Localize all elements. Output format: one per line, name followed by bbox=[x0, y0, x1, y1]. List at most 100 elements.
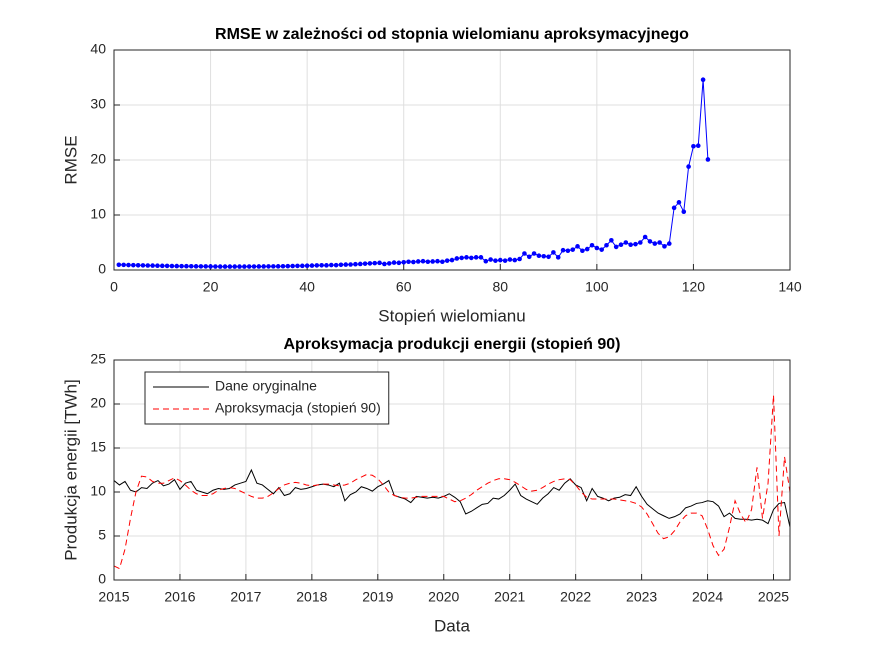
x-tick-label: 20 bbox=[203, 279, 219, 295]
data-point bbox=[628, 242, 633, 247]
data-point bbox=[517, 256, 522, 262]
data-line bbox=[114, 468, 790, 528]
data-point bbox=[382, 261, 387, 267]
y-axis-label: Produkcja energii [TWh] bbox=[61, 379, 80, 560]
data-point bbox=[353, 261, 358, 267]
chart-title: Aproksymacja produkcji energii (stopień … bbox=[284, 336, 621, 353]
data-point bbox=[512, 257, 518, 263]
data-point bbox=[652, 241, 658, 246]
data-point bbox=[193, 264, 199, 269]
y-tick-label: 25 bbox=[90, 351, 106, 367]
data-point bbox=[589, 242, 595, 248]
data-point bbox=[406, 259, 411, 265]
data-point bbox=[140, 263, 146, 268]
data-point bbox=[469, 255, 474, 261]
data-point bbox=[647, 239, 653, 244]
data-point bbox=[700, 77, 706, 82]
data-point bbox=[662, 244, 667, 249]
data-point bbox=[362, 261, 368, 266]
data-point bbox=[266, 264, 271, 269]
x-tick-label: 2021 bbox=[494, 589, 525, 605]
data-point bbox=[203, 264, 209, 269]
data-point bbox=[295, 263, 300, 269]
data-point bbox=[338, 262, 344, 268]
x-tick-label: 2022 bbox=[560, 589, 591, 605]
y-tick-label: 30 bbox=[90, 96, 106, 112]
data-point bbox=[150, 263, 155, 268]
x-tick-label: 120 bbox=[682, 279, 706, 295]
data-point bbox=[493, 258, 498, 263]
x-tick-label: 140 bbox=[778, 279, 802, 295]
data-point bbox=[343, 262, 349, 267]
data-point bbox=[522, 251, 527, 256]
data-point bbox=[242, 264, 247, 269]
chart-title: RMSE w zależności od stopnia wielomianu … bbox=[215, 26, 689, 43]
data-point bbox=[208, 264, 213, 269]
data-point bbox=[671, 205, 677, 211]
data-point bbox=[357, 261, 363, 267]
x-tick-label: 40 bbox=[299, 279, 315, 295]
data-point bbox=[633, 241, 638, 247]
data-point bbox=[396, 260, 402, 266]
plot-lines bbox=[116, 77, 711, 269]
data-point bbox=[198, 264, 204, 269]
data-point bbox=[324, 263, 329, 268]
data-point bbox=[174, 263, 180, 269]
data-point bbox=[391, 260, 397, 265]
data-point bbox=[681, 209, 687, 214]
data-point bbox=[237, 264, 242, 269]
data-point bbox=[217, 264, 223, 269]
data-point bbox=[584, 246, 590, 252]
data-point bbox=[314, 263, 320, 268]
x-tick-label: 0 bbox=[110, 279, 118, 295]
data-point bbox=[188, 263, 194, 269]
data-point bbox=[280, 263, 286, 269]
data-point bbox=[319, 262, 324, 268]
data-point bbox=[440, 259, 445, 265]
data-point bbox=[425, 259, 431, 265]
data-point bbox=[560, 247, 566, 253]
data-point bbox=[435, 258, 440, 264]
data-point bbox=[638, 240, 643, 245]
data-point bbox=[488, 257, 493, 262]
data-point bbox=[454, 256, 460, 261]
data-point bbox=[227, 264, 233, 269]
x-tick-label: 2020 bbox=[428, 589, 459, 605]
data-point bbox=[116, 262, 122, 268]
data-point bbox=[464, 255, 469, 260]
axes-box bbox=[113, 49, 791, 271]
data-point bbox=[184, 263, 189, 269]
data-point bbox=[642, 234, 648, 240]
data-point bbox=[251, 264, 257, 269]
data-line bbox=[114, 395, 790, 570]
data-point bbox=[657, 240, 662, 245]
data-point bbox=[377, 260, 382, 266]
legend-label: Dane oryginalne bbox=[215, 378, 317, 394]
data-point bbox=[594, 245, 600, 251]
data-point bbox=[213, 264, 218, 269]
data-point bbox=[459, 255, 464, 261]
data-point bbox=[155, 263, 160, 269]
data-point bbox=[604, 242, 609, 248]
x-axis-label: Stopień wielomianu bbox=[378, 306, 525, 325]
x-tick-label: 2015 bbox=[98, 589, 129, 605]
data-point bbox=[232, 264, 238, 269]
data-point bbox=[367, 261, 373, 266]
data-point bbox=[565, 248, 571, 254]
data-point bbox=[618, 242, 624, 247]
data-point bbox=[126, 262, 131, 268]
x-tick-label: 2023 bbox=[626, 589, 657, 605]
data-point bbox=[623, 240, 629, 245]
data-point bbox=[541, 253, 547, 259]
data-point bbox=[304, 263, 310, 269]
x-tick-label: 80 bbox=[492, 279, 508, 295]
x-tick-label: 2024 bbox=[692, 589, 723, 605]
legend-label: Aproksymacja (stopień 90) bbox=[215, 400, 381, 416]
data-point bbox=[570, 247, 576, 252]
data-point bbox=[333, 262, 339, 268]
data-point bbox=[531, 251, 537, 256]
data-point bbox=[290, 263, 295, 269]
data-point bbox=[169, 263, 175, 269]
data-point bbox=[386, 261, 392, 266]
